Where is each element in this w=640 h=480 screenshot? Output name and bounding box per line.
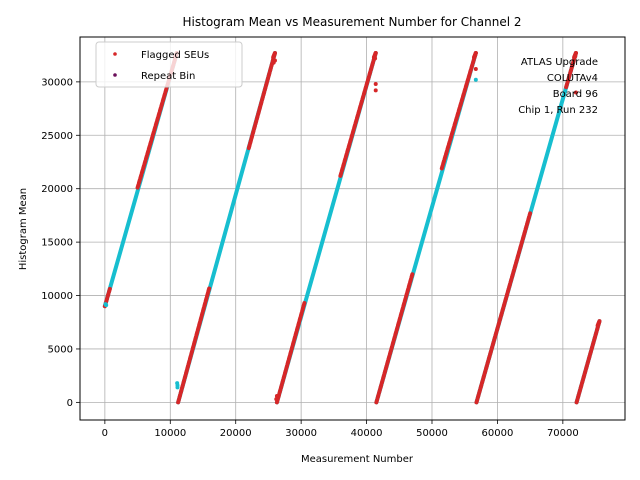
flagged-seu-point	[271, 55, 276, 60]
chart-title: Histogram Mean vs Measurement Number for…	[183, 15, 522, 29]
x-tick-label: 60000	[482, 428, 514, 439]
x-tick-label: 50000	[416, 428, 448, 439]
data-point	[274, 397, 279, 402]
data-point	[573, 54, 578, 59]
y-axis-label: Histogram Mean	[18, 188, 29, 270]
legend: Flagged SEUs Repeat Bin	[95, 41, 243, 88]
annotation-line-1: ATLAS Upgrade	[521, 57, 598, 68]
data-point	[103, 302, 108, 307]
data-point	[373, 88, 378, 93]
x-tick-label: 20000	[220, 428, 252, 439]
data-point	[473, 67, 478, 72]
data-point	[175, 385, 180, 390]
data-point	[373, 56, 378, 61]
run-annotation: ATLAS Upgrade COLUTAv4 Board 96 Chip 1, …	[518, 57, 598, 116]
data-point	[573, 90, 578, 95]
x-axis-label: Measurement Number	[301, 454, 414, 465]
flagged-seu-band	[274, 301, 307, 405]
legend-marker-flagged-seus	[113, 52, 117, 56]
y-tick-label: 30000	[41, 77, 73, 88]
legend-label-flagged-seus: Flagged SEUs	[141, 50, 209, 61]
flagged-seu-band	[439, 51, 478, 171]
y-tick-label: 20000	[41, 184, 73, 195]
flagged-seu-point	[595, 323, 600, 328]
legend-box	[95, 41, 243, 88]
x-tick-label: 30000	[285, 428, 317, 439]
annotation-line-2: COLUTAv4	[547, 73, 598, 84]
data-point	[473, 53, 478, 58]
y-tick-label: 25000	[41, 131, 73, 142]
data-point	[473, 77, 478, 82]
data-point	[175, 381, 180, 386]
data-point	[373, 82, 378, 87]
x-axis-ticks: 0 10000 20000 30000 40000 50000 60000 70000	[102, 420, 579, 439]
flagged-seu-band	[574, 319, 602, 405]
y-tick-label: 10000	[41, 291, 73, 302]
annotation-line-3: Board 96	[553, 89, 598, 100]
flagged-seu-band	[176, 284, 212, 405]
x-tick-label: 0	[102, 428, 108, 439]
flagged-seu-band	[246, 51, 277, 151]
legend-marker-repeat-bin	[113, 73, 117, 77]
flagged-seu-band	[374, 272, 415, 405]
flagged-seu-band	[474, 211, 533, 405]
x-tick-label: 70000	[547, 428, 579, 439]
y-tick-label: 0	[67, 398, 73, 409]
plot-frame	[79, 36, 626, 421]
x-tick-label: 10000	[154, 428, 186, 439]
y-axis-ticks: 0 5000 10000 15000 20000 25000 30000	[41, 77, 80, 409]
plot-points	[102, 51, 602, 405]
data-point	[271, 60, 276, 65]
data-point	[274, 393, 279, 398]
flagged-seu-band	[338, 51, 378, 178]
annotation-line-4: Chip 1, Run 232	[518, 105, 598, 116]
legend-label-repeat-bin: Repeat Bin	[141, 71, 195, 82]
y-tick-label: 15000	[41, 238, 73, 249]
y-tick-label: 5000	[48, 344, 73, 355]
x-tick-label: 40000	[351, 428, 383, 439]
